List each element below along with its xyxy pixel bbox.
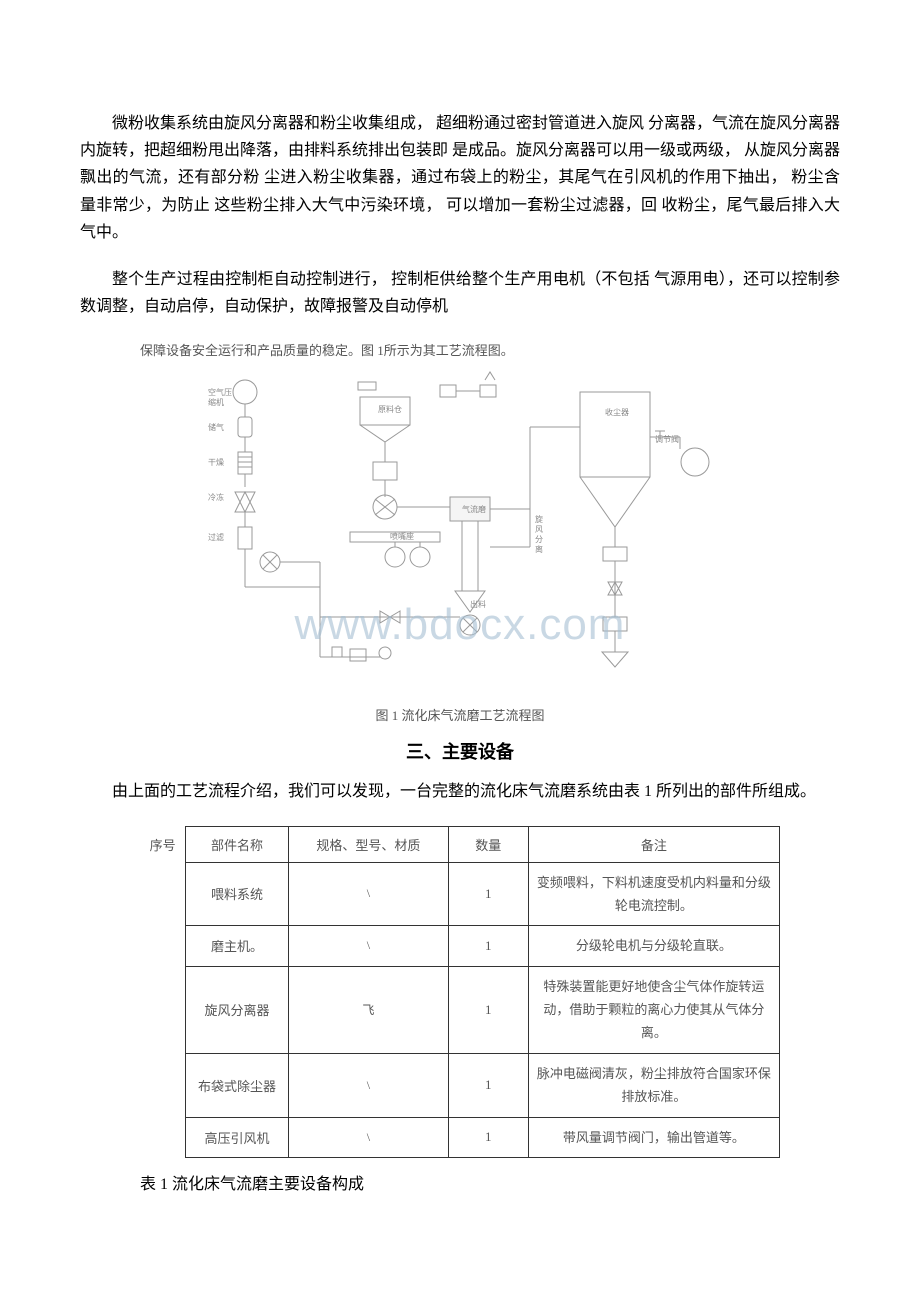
svg-text:风: 风 <box>535 525 543 534</box>
td-name: 布袋式除尘器 <box>186 1053 289 1117</box>
caption-above-diagram: 保障设备安全运行和产品质量的稳定。图 1所示为其工艺流程图。 <box>140 340 840 359</box>
svg-text:气流磨: 气流磨 <box>462 504 486 514</box>
paragraph-3: 由上面的工艺流程介绍，我们可以发现，一台完整的流化床气流磨系统由表 1 所列出的… <box>80 778 840 805</box>
table-row: 旋风分离器飞1特殊装置能更好地使含尘气体作旋转运动，借助于颗粒的离心力使其从气体… <box>140 966 780 1053</box>
svg-text:喷嘴座: 喷嘴座 <box>390 531 414 541</box>
svg-text:原料仓: 原料仓 <box>378 404 402 414</box>
td-spec: \ <box>288 1053 448 1117</box>
td-sn <box>140 1053 186 1117</box>
td-spec: \ <box>288 1117 448 1157</box>
svg-text:调节阀: 调节阀 <box>655 435 679 444</box>
svg-text:干燥: 干燥 <box>208 458 224 467</box>
th-qty: 数量 <box>448 826 528 862</box>
td-name: 喂料系统 <box>186 862 289 926</box>
td-spec: \ <box>288 862 448 926</box>
th-sn: 序号 <box>140 826 186 862</box>
th-notes: 备注 <box>528 826 779 862</box>
paragraph-1: 微粉收集系统由旋风分离器和粉尘收集组成， 超细粉通过密封管道进入旋风 分离器，气… <box>80 110 840 246</box>
td-qty: 1 <box>448 1117 528 1157</box>
td-name: 磨主机。 <box>186 926 289 966</box>
svg-text:分: 分 <box>535 535 543 544</box>
equipment-table: 序号 部件名称 规格、型号、材质 数量 备注 喂料系统\1变频喂料，下料机速度受… <box>140 826 780 1159</box>
svg-text:储气: 储气 <box>208 422 224 432</box>
td-sn <box>140 1117 186 1157</box>
td-notes: 分级轮电机与分级轮直联。 <box>528 926 779 966</box>
td-qty: 1 <box>448 862 528 926</box>
td-spec: 飞 <box>288 966 448 1053</box>
td-name: 旋风分离器 <box>186 966 289 1053</box>
svg-text:缩机: 缩机 <box>208 397 224 407</box>
td-notes: 带风量调节阀门，输出管道等。 <box>528 1117 779 1157</box>
td-notes: 变频喂料，下料机速度受机内料量和分级轮电流控制。 <box>528 862 779 926</box>
table-caption: 表 1 流化床气流磨主要设备构成 <box>140 1170 840 1194</box>
svg-text:出料: 出料 <box>470 599 486 609</box>
th-spec: 规格、型号、材质 <box>288 826 448 862</box>
table-row: 高压引风机\1带风量调节阀门，输出管道等。 <box>140 1117 780 1157</box>
th-name: 部件名称 <box>186 826 289 862</box>
table-row: 布袋式除尘器\1脉冲电磁阀清灰，粉尘排放符合国家环保排放标准。 <box>140 1053 780 1117</box>
td-qty: 1 <box>448 926 528 966</box>
section-title-main-equipment: 三、主要设备 <box>80 738 840 764</box>
paragraph-2: 整个生产过程由控制柜自动控制进行， 控制柜供给整个生产用电机（不包括 气源用电）… <box>80 266 840 320</box>
td-sn <box>140 862 186 926</box>
label-compressor: 空气压 <box>208 387 232 397</box>
td-spec: \ <box>288 926 448 966</box>
flow-diagram-svg: 空气压 缩机 储气 干燥 冷冻 过滤 原料仓 气流磨 收尘器 调节阀 旋 风 分… <box>190 367 730 697</box>
svg-text:旋: 旋 <box>535 514 543 524</box>
diagram-caption: 图 1 流化床气流磨工艺流程图 <box>80 705 840 724</box>
svg-text:离: 离 <box>535 544 543 554</box>
td-notes: 脉冲电磁阀清灰，粉尘排放符合国家环保排放标准。 <box>528 1053 779 1117</box>
svg-text:过滤: 过滤 <box>208 532 224 542</box>
equipment-table-container: 序号 部件名称 规格、型号、材质 数量 备注 喂料系统\1变频喂料，下料机速度受… <box>140 826 780 1159</box>
td-qty: 1 <box>448 1053 528 1117</box>
table-row: 喂料系统\1变频喂料，下料机速度受机内料量和分级轮电流控制。 <box>140 862 780 926</box>
process-flow-diagram: 空气压 缩机 储气 干燥 冷冻 过滤 原料仓 气流磨 收尘器 调节阀 旋 风 分… <box>190 367 730 697</box>
table-row: 磨主机。\1分级轮电机与分级轮直联。 <box>140 926 780 966</box>
svg-text:冷冻: 冷冻 <box>208 492 224 502</box>
td-qty: 1 <box>448 966 528 1053</box>
table-header-row: 序号 部件名称 规格、型号、材质 数量 备注 <box>140 826 780 862</box>
td-sn <box>140 926 186 966</box>
td-notes: 特殊装置能更好地使含尘气体作旋转运动，借助于颗粒的离心力使其从气体分离。 <box>528 966 779 1053</box>
td-name: 高压引风机 <box>186 1117 289 1157</box>
svg-text:收尘器: 收尘器 <box>605 407 629 417</box>
td-sn <box>140 966 186 1053</box>
